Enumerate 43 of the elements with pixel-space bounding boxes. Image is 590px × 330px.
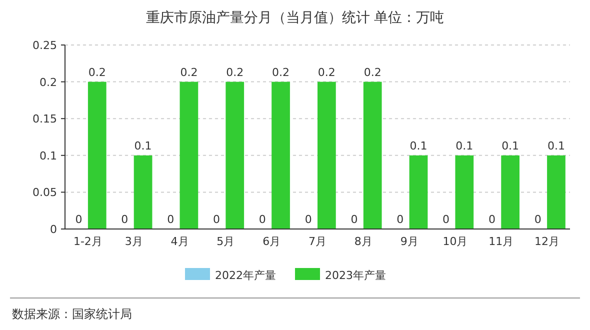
y-tick-label: 0.25 [32,39,57,52]
data-label: 0 [167,213,174,226]
data-label: 0.2 [272,66,290,79]
x-tick-label: 12月 [534,235,560,248]
x-tick-label: 5月 [216,235,235,248]
data-label: 0.2 [180,66,198,79]
data-label: 0.1 [456,139,474,152]
data-label: 0 [304,213,312,226]
x-tick-label: 7月 [308,235,326,248]
legend-label: 2023年产量 [325,269,386,282]
source-note: 数据来源：国家统计局 [12,307,132,321]
legend-label: 2022年产量 [215,269,276,282]
data-label: 0 [350,213,358,226]
data-label: 0.1 [410,139,428,152]
data-label: 0.1 [547,139,565,152]
data-label: 0 [258,213,266,226]
y-tick-label: 0.1 [40,149,57,162]
x-tick-label: 10月 [442,235,468,248]
x-tick-label: 4月 [170,235,189,248]
data-label: 0.2 [364,66,382,79]
data-label: 0 [213,213,220,226]
data-label: 0.2 [318,66,336,79]
data-label: 0 [121,213,128,226]
data-label: 0 [534,213,542,226]
data-label: 0.2 [226,66,244,79]
chart-title: 重庆市原油产量分月（当月值）统计 单位：万吨 [146,10,444,26]
x-tick-label: 9月 [400,235,418,248]
data-label: 0 [442,213,450,226]
x-tick-label: 3月 [124,235,143,248]
x-tick-label: 11月 [488,235,514,248]
data-label: 0 [75,213,82,226]
data-label: 0 [488,213,496,226]
data-label: 0.1 [502,139,520,152]
data-label: 0 [396,213,404,226]
y-tick-label: 0.05 [32,186,57,200]
x-tick-label: 1-2月 [73,235,102,248]
y-tick-label: 0 [50,223,57,236]
x-tick-label: 6月 [262,235,281,248]
data-label: 0.1 [134,139,152,152]
x-tick-label: 8月 [354,235,372,248]
data-label: 0.2 [88,66,106,79]
y-tick-label: 0.2 [40,76,57,89]
y-tick-label: 0.15 [32,112,57,126]
